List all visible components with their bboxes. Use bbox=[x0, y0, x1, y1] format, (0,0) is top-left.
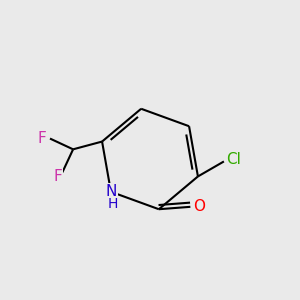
Text: F: F bbox=[53, 169, 62, 184]
Text: O: O bbox=[193, 199, 205, 214]
Text: N: N bbox=[105, 184, 117, 199]
Text: F: F bbox=[37, 131, 46, 146]
Text: H: H bbox=[107, 197, 118, 211]
Text: Cl: Cl bbox=[226, 152, 241, 167]
